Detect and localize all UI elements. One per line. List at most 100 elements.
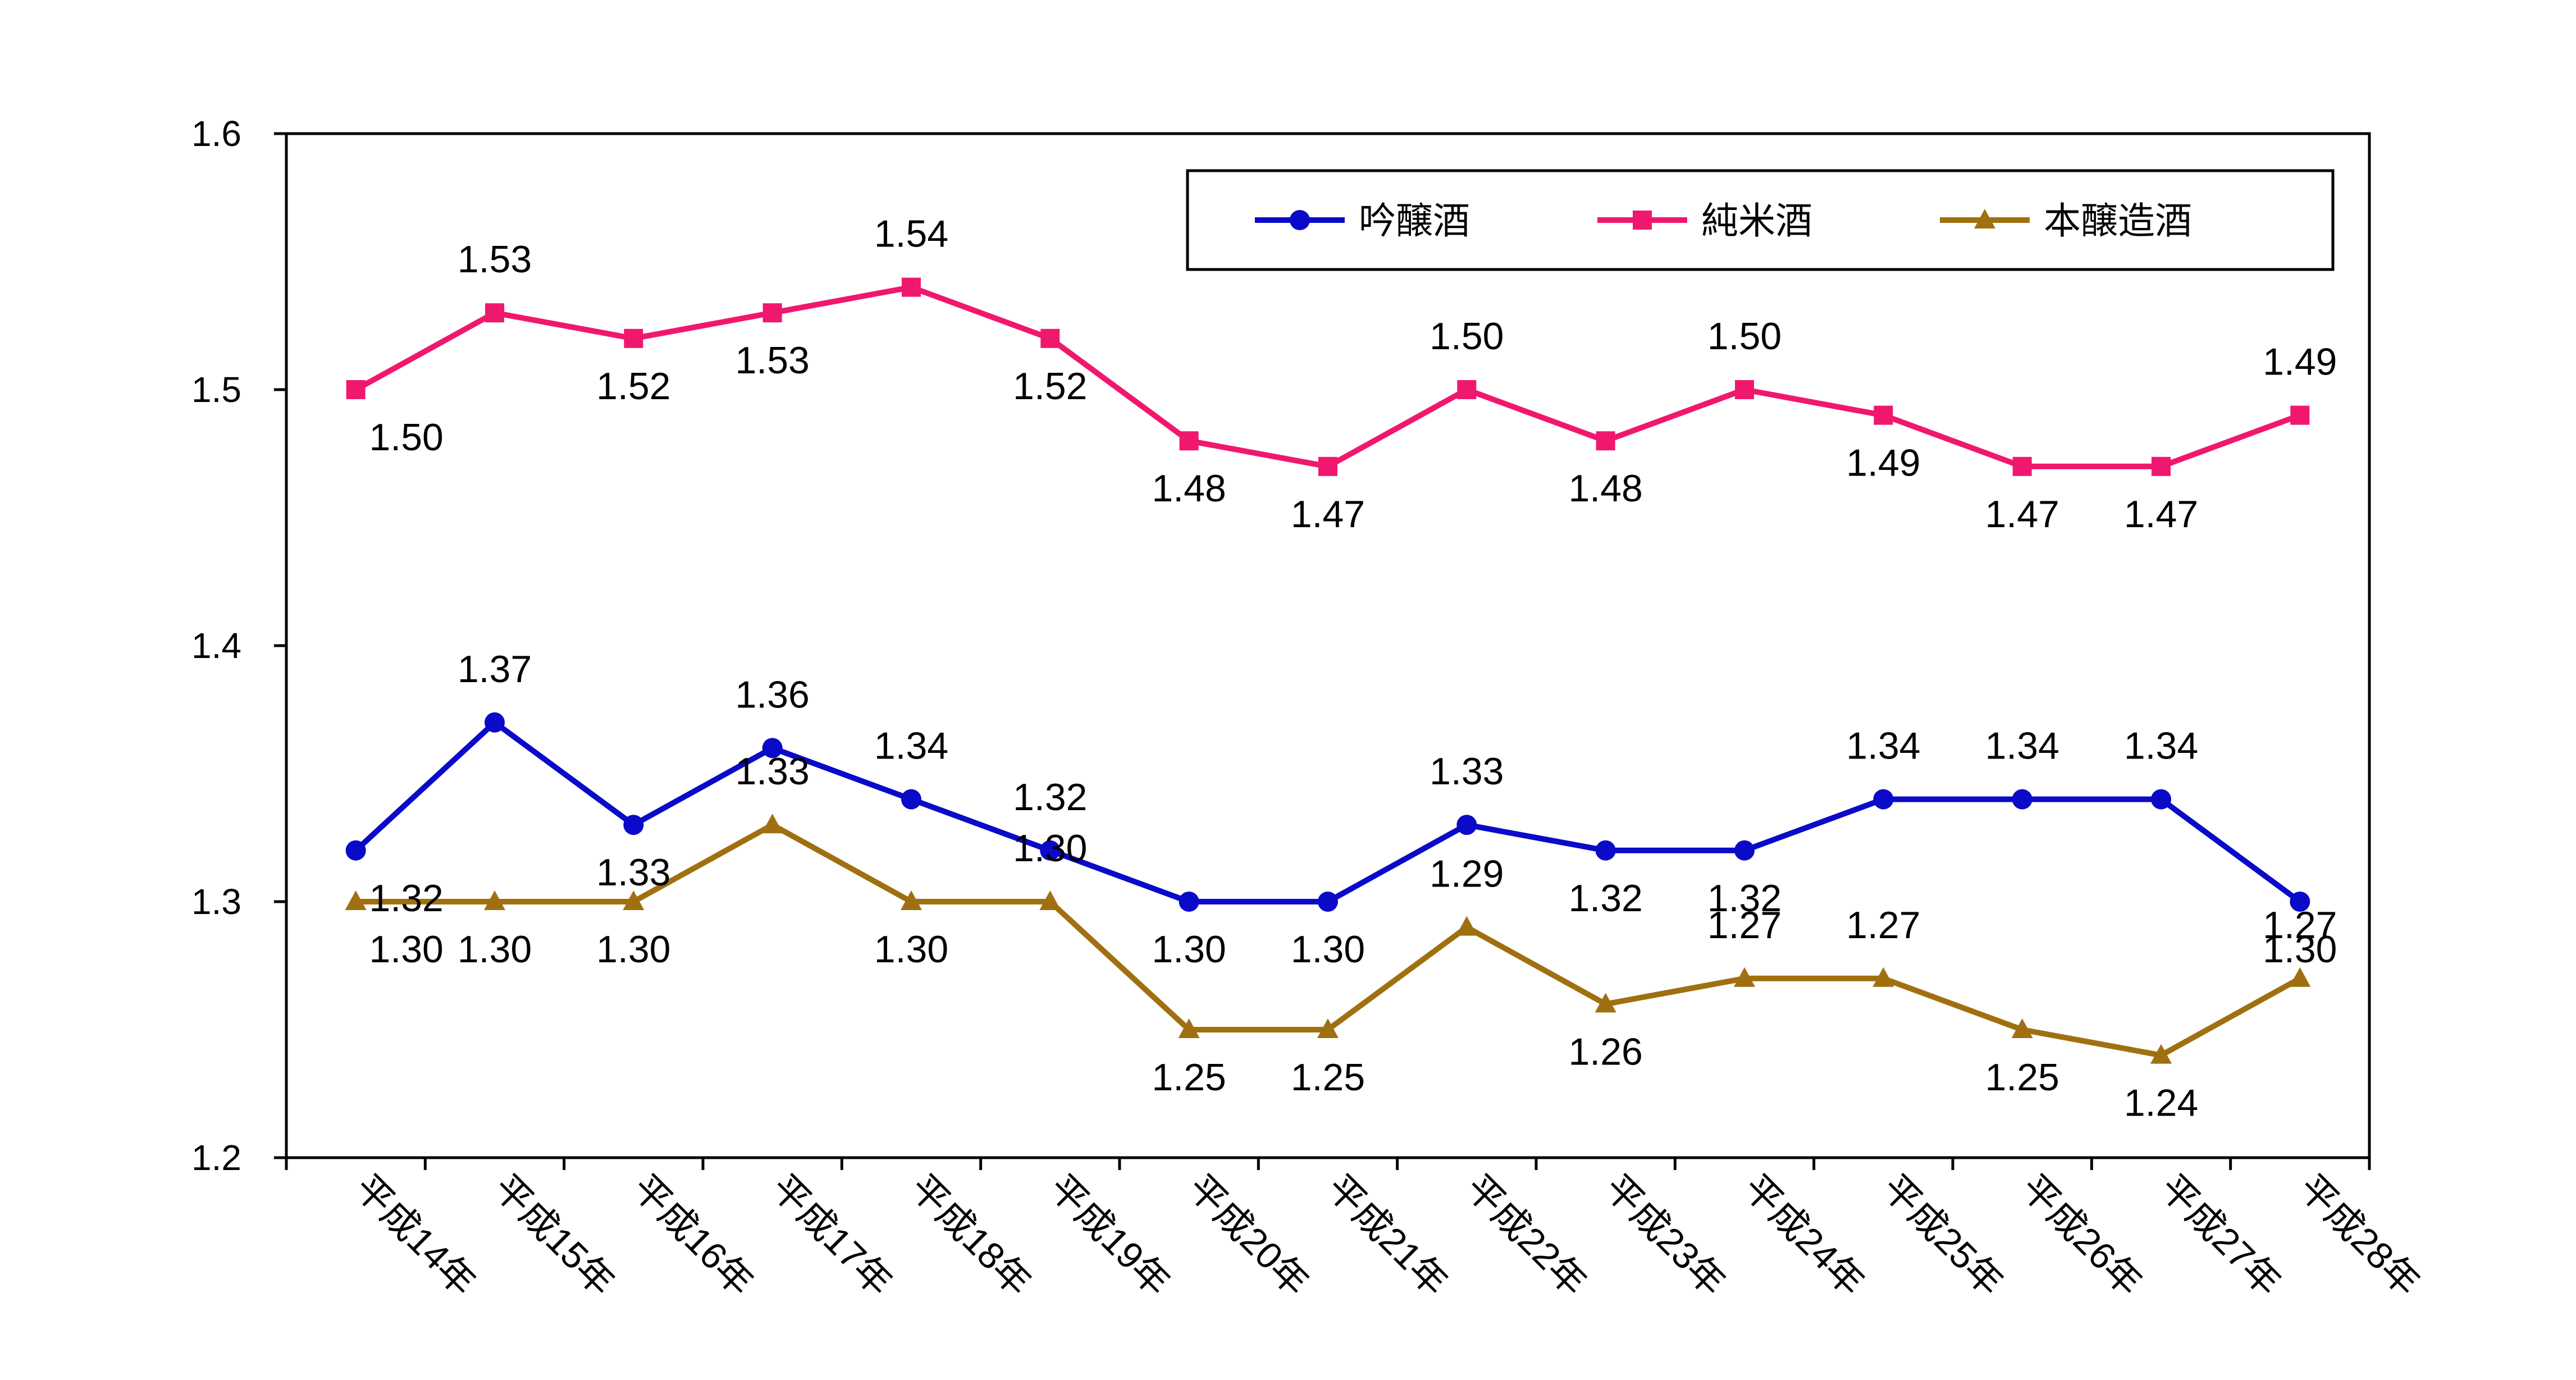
- point-marker: [1457, 380, 1477, 399]
- data-label: 1.25: [1985, 1056, 2059, 1099]
- data-label: 1.37: [458, 648, 532, 691]
- data-label: 1.32: [1013, 776, 1087, 819]
- data-label: 1.50: [1707, 315, 1782, 358]
- data-label: 1.49: [1846, 442, 1920, 485]
- data-label: 1.47: [1985, 493, 2059, 536]
- point-marker: [762, 738, 783, 758]
- data-label: 1.50: [1429, 315, 1504, 358]
- data-label: 1.30: [596, 928, 670, 971]
- point-marker: [2289, 967, 2311, 987]
- x-tick-label: 平成26年: [2013, 1167, 2150, 1304]
- y-tick-label: 1.5: [191, 369, 241, 410]
- data-label: 1.32: [1707, 877, 1782, 920]
- data-label: 1.49: [2263, 341, 2337, 383]
- point-marker: [1734, 967, 1755, 987]
- point-marker: [1039, 890, 1061, 910]
- data-label: 1.30: [2263, 928, 2337, 971]
- x-tick-label: 平成24年: [1735, 1167, 1872, 1304]
- data-label: 1.30: [458, 928, 532, 971]
- x-tick-label: 平成22年: [1458, 1167, 1595, 1304]
- data-label: 1.27: [1707, 904, 1782, 947]
- point-marker: [1872, 967, 1894, 987]
- y-tick-label: 1.2: [191, 1137, 241, 1178]
- point-marker: [1318, 892, 1338, 912]
- data-label: 1.47: [2124, 493, 2198, 536]
- data-label: 1.33: [1429, 750, 1504, 793]
- data-label: 1.30: [369, 928, 443, 971]
- data-label: 1.52: [1013, 365, 1087, 408]
- legend-label: 本醸造酒: [2044, 200, 2192, 241]
- data-label: 1.27: [2263, 904, 2337, 947]
- point-marker: [484, 890, 505, 910]
- data-labels: 1.32 1.37 1.33 1.36 1.34 1.32 1.30 1.30 1.33 1.32…: [369, 213, 2337, 1125]
- point-marker: [624, 328, 643, 348]
- point-marker: [1456, 916, 1478, 936]
- point-marker: [2012, 456, 2032, 476]
- point-marker: [761, 814, 783, 834]
- point-marker: [2152, 456, 2171, 476]
- x-tick-label: 平成14年: [347, 1167, 484, 1304]
- point-marker: [1317, 1018, 1339, 1038]
- series-circle: [345, 712, 2310, 912]
- x-axis: 平成14年 平成15年 平成16年 平成17年 平成18年 平成19年 平成20年 平成21年…: [285, 1158, 2428, 1304]
- point-marker: [1735, 380, 1754, 399]
- point-marker: [1734, 840, 1755, 861]
- point-marker: [2012, 789, 2033, 810]
- data-label: 1.25: [1291, 1056, 1365, 1099]
- x-tick-label: 平成25年: [1874, 1167, 2011, 1304]
- x-tick-label: 平成28年: [2291, 1167, 2428, 1304]
- data-label: 1.33: [596, 851, 670, 894]
- point-marker: [1874, 405, 1893, 425]
- point-marker: [623, 890, 645, 910]
- y-axis: 1.2 1.3 1.4 1.5 1.6: [191, 113, 286, 1178]
- legend-entry: 純米酒: [1597, 200, 1812, 241]
- point-marker: [1290, 210, 1310, 230]
- data-label: 1.36: [735, 673, 809, 716]
- data-label: 1.53: [735, 339, 809, 382]
- y-tick-label: 1.6: [191, 113, 241, 154]
- data-label: 1.27: [1846, 904, 1920, 947]
- point-marker: [901, 890, 922, 910]
- data-label: 1.32: [369, 877, 443, 920]
- point-marker: [345, 890, 367, 910]
- x-tick-label: 平成15年: [486, 1167, 623, 1304]
- data-label: 1.34: [2124, 725, 2198, 767]
- point-marker: [902, 277, 921, 297]
- point-marker: [901, 789, 921, 810]
- point-marker: [623, 815, 644, 835]
- data-label: 1.30: [1152, 928, 1226, 971]
- data-label: 1.26: [1568, 1030, 1642, 1073]
- point-marker: [1040, 840, 1061, 861]
- point-marker: [1974, 209, 1995, 229]
- point-marker: [2290, 405, 2310, 425]
- point-marker: [485, 303, 504, 323]
- point-marker: [1596, 431, 1615, 451]
- point-marker: [2011, 1018, 2033, 1038]
- data-label: 1.53: [458, 238, 532, 281]
- series-square: [346, 277, 2310, 476]
- point-marker: [1456, 815, 1477, 835]
- point-marker: [1873, 789, 1894, 810]
- data-label: 1.30: [1013, 827, 1087, 870]
- point-marker: [1318, 456, 1337, 476]
- data-label: 1.48: [1152, 467, 1226, 510]
- legend: 吟醸酒 純米酒 本醸造酒: [1186, 169, 2335, 271]
- x-tick-label: 平成16年: [624, 1167, 761, 1304]
- point-marker: [1595, 840, 1616, 861]
- legend-label: 吟醸酒: [1359, 200, 1470, 241]
- plot-area: [285, 132, 2371, 1159]
- data-label: 1.50: [369, 416, 443, 459]
- x-tick-label: 平成19年: [1041, 1167, 1178, 1304]
- x-tick-label: 平成18年: [902, 1167, 1039, 1304]
- point-marker: [345, 840, 366, 861]
- point-marker: [1179, 431, 1199, 451]
- point-marker: [346, 380, 366, 399]
- point-marker: [485, 712, 505, 733]
- data-label: 1.32: [1568, 877, 1642, 920]
- data-label: 1.47: [1291, 493, 1365, 536]
- x-tick-label: 平成20年: [1180, 1167, 1317, 1304]
- data-label: 1.34: [1846, 725, 1920, 767]
- data-label: 1.30: [1291, 928, 1365, 971]
- point-marker: [1178, 1018, 1200, 1038]
- legend-box: [1186, 169, 2335, 271]
